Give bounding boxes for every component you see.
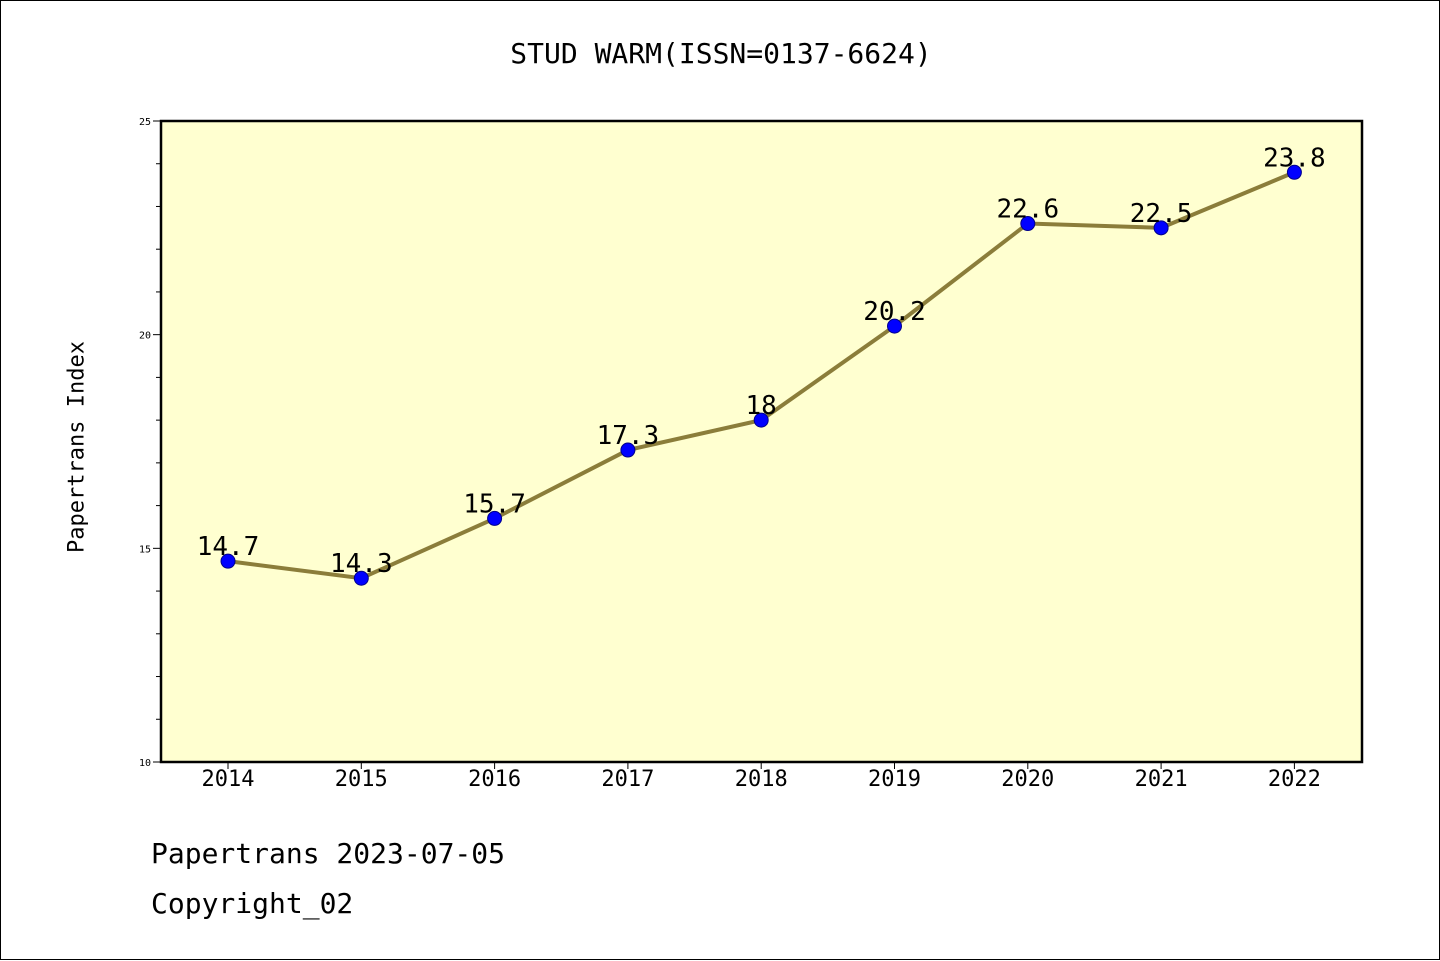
y-tick-label: 15 (139, 544, 151, 555)
chart-title: STUD WARM(ISSN=0137-6624) (510, 37, 932, 70)
data-label: 22.5 (1130, 199, 1193, 229)
data-point (353, 570, 369, 586)
data-label: 17.3 (597, 421, 660, 451)
y-tick-label: 25 (139, 117, 151, 128)
y-tick-label: 10 (139, 758, 151, 769)
x-tick-label: 2015 (335, 767, 388, 792)
y-tick-label: 20 (139, 331, 151, 342)
footer-date: Papertrans 2023-07-05 (151, 837, 506, 870)
data-label: 23.8 (1263, 143, 1326, 173)
x-tick-label: 2016 (468, 767, 521, 792)
data-point (1153, 220, 1169, 236)
data-point (1286, 164, 1302, 180)
data-point (487, 510, 503, 526)
x-tick-label: 2014 (202, 767, 255, 792)
y-axis-label: Papertrans Index (64, 341, 90, 553)
x-tick-label: 2022 (1268, 767, 1321, 792)
data-point (753, 412, 769, 428)
data-point (887, 318, 902, 334)
data-label: 22.6 (996, 195, 1059, 225)
data-label: 20.2 (863, 297, 926, 327)
x-tick-label: 2021 (1135, 767, 1188, 792)
x-tick-label: 2018 (735, 767, 788, 792)
x-tick-label: 2017 (601, 767, 654, 792)
data-label: 15.7 (463, 489, 526, 519)
data-point (620, 442, 636, 458)
data-point (220, 553, 236, 569)
data-label: 18 (746, 391, 777, 421)
footer-copyright: Copyright_02 (151, 887, 354, 920)
data-label: 14.7 (197, 532, 260, 562)
x-tick-label: 2020 (1001, 767, 1054, 792)
data-point (1020, 216, 1036, 232)
data-label: 14.3 (330, 549, 393, 579)
x-tick-label: 2019 (868, 767, 921, 792)
